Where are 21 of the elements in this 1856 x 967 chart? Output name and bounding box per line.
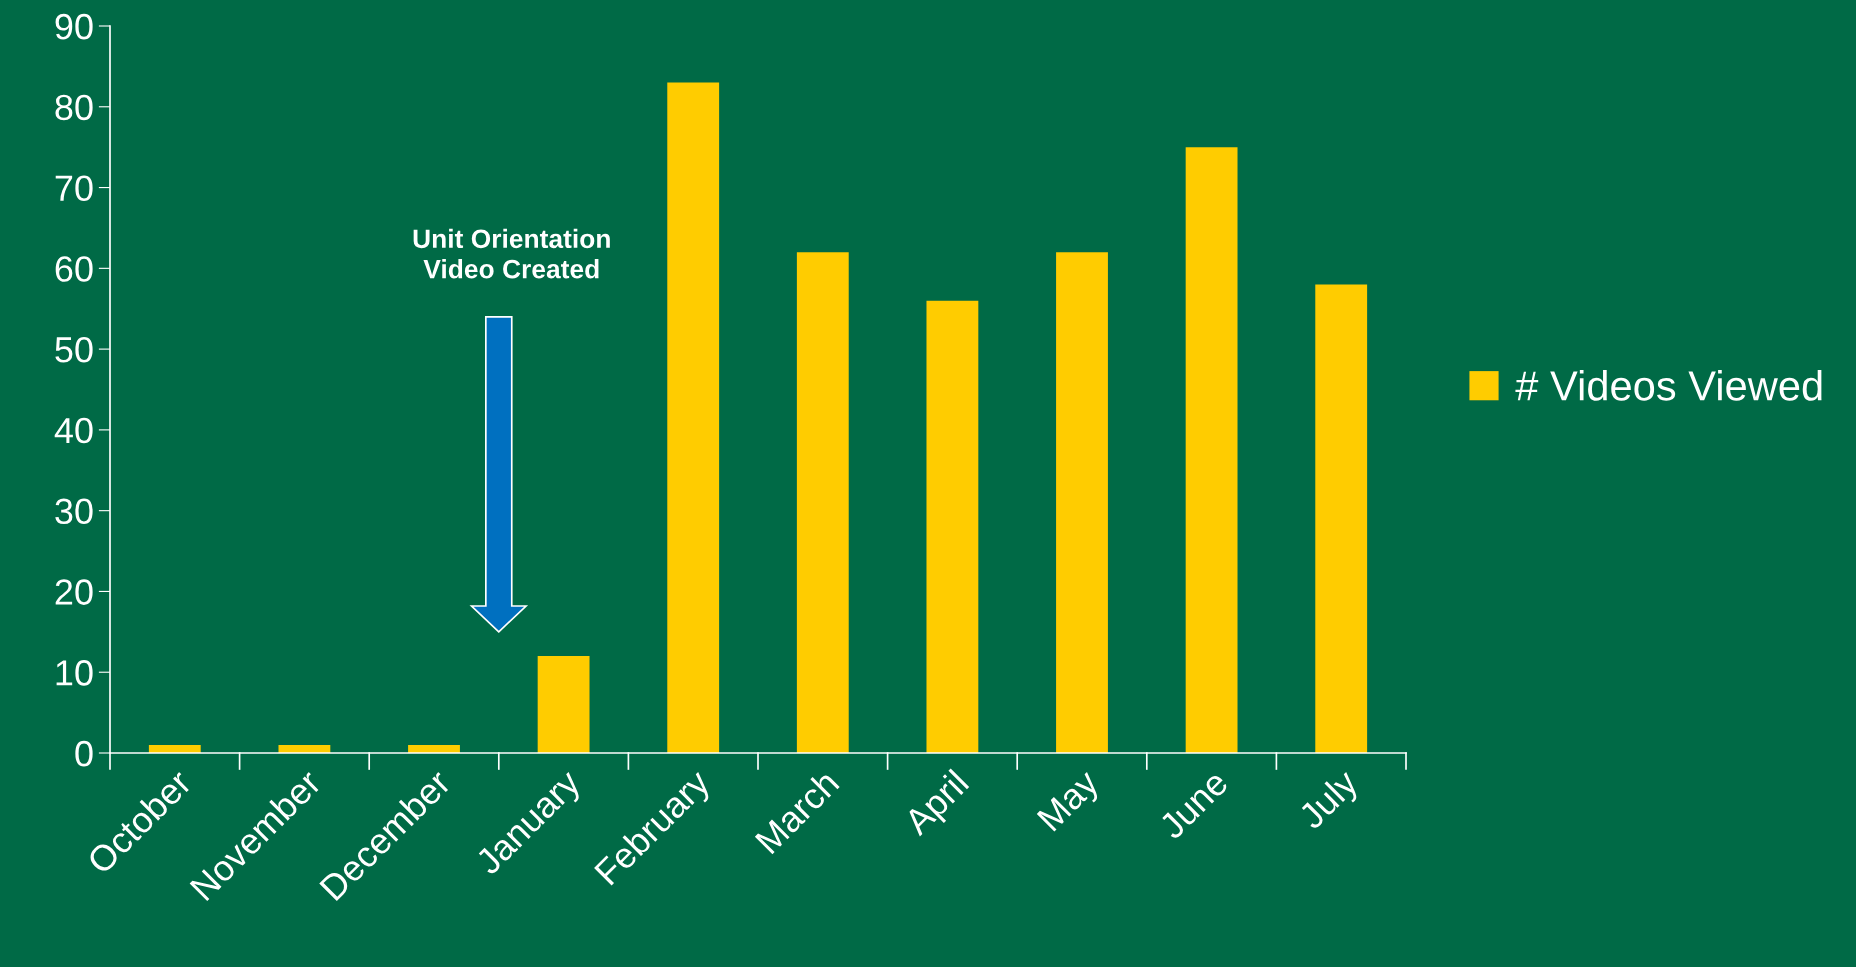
y-tick-label: 30 — [55, 498, 93, 525]
y-tick-label: 50 — [55, 336, 93, 363]
y-tick-label: 90 — [55, 13, 93, 40]
bar — [926, 300, 979, 753]
y-tick-label: 60 — [55, 256, 93, 282]
bar — [796, 252, 849, 753]
y-tick-label: 10 — [56, 660, 93, 686]
bar — [1315, 284, 1368, 753]
y-tick-label: 0 — [75, 740, 93, 767]
y-tick-label: 80 — [55, 94, 93, 121]
bar — [667, 82, 720, 753]
legend-label: # Videos Viewed — [1515, 370, 1822, 401]
annotation: Unit Orientation Video Created — [413, 228, 610, 279]
y-tick-label: 40 — [54, 417, 93, 444]
y-tick-label: 70 — [55, 175, 93, 201]
x-tick-label: May — [1036, 767, 1106, 837]
bar — [537, 656, 590, 753]
x-tick-label: July — [1296, 766, 1365, 836]
bar — [1185, 147, 1238, 753]
y-tick-label: 20 — [55, 579, 93, 605]
bar — [1056, 252, 1108, 753]
